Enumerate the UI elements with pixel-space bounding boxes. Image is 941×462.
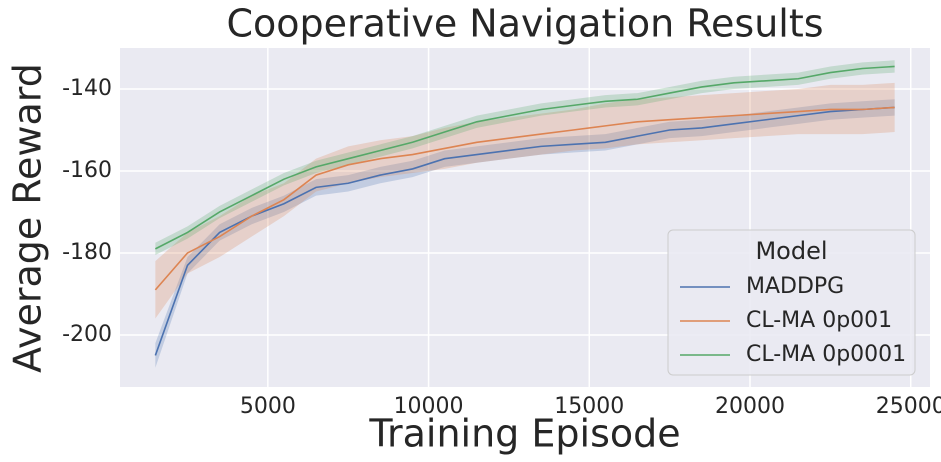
series-line xyxy=(154,106,895,356)
x-tick-label: 20000 xyxy=(715,394,785,419)
y-tick-label: -180 xyxy=(62,240,112,265)
y-tick-label: -200 xyxy=(62,322,112,347)
chart-title: Cooperative Navigation Results xyxy=(226,2,823,46)
y-tick-label: -160 xyxy=(62,158,112,183)
legend-box xyxy=(667,229,916,376)
x-tick-label: 10000 xyxy=(394,394,464,419)
legend-label: CL-MA 0p001 xyxy=(746,308,892,333)
confidence-band xyxy=(155,99,895,368)
y-tick-label: -140 xyxy=(62,76,112,101)
y-axis-label: Average Reward xyxy=(6,63,50,373)
legend-title: Model xyxy=(755,237,827,265)
series-line xyxy=(154,65,895,250)
x-axis-label: Training Episode xyxy=(368,412,680,456)
x-tick-label: 15000 xyxy=(554,394,624,419)
x-tick-label: 5000 xyxy=(240,394,296,419)
series-line xyxy=(154,106,895,291)
confidence-band xyxy=(155,82,895,319)
legend-label: CL-MA 0p0001 xyxy=(746,342,906,367)
confidence-band xyxy=(155,60,895,256)
x-tick-label: 25000 xyxy=(876,394,941,419)
legend-label: MADDPG xyxy=(746,274,844,299)
